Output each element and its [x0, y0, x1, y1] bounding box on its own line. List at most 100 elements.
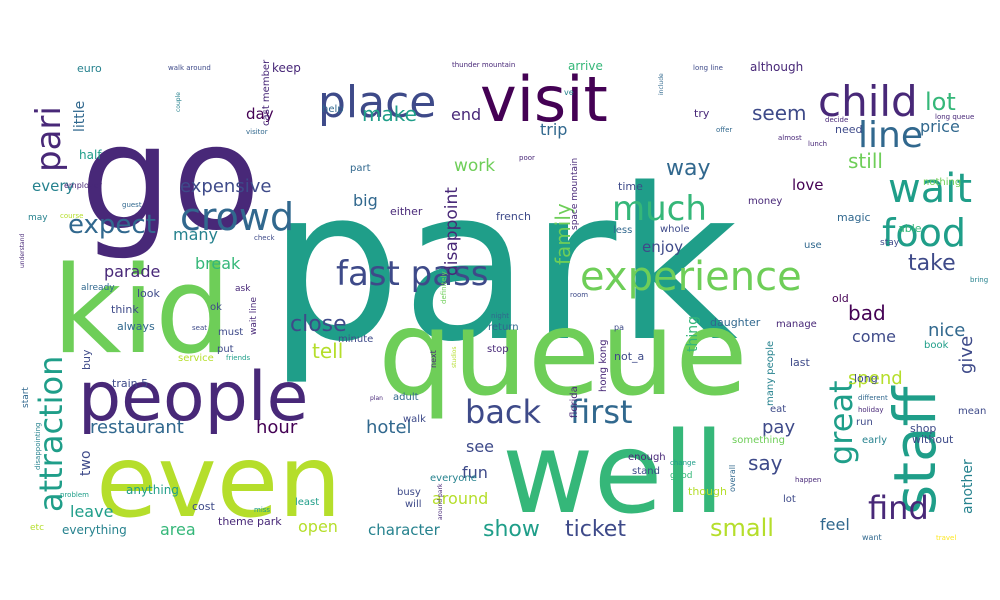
word-work: work [454, 156, 495, 176]
word-not-a: not_a [614, 350, 644, 363]
word-half: half [79, 148, 102, 162]
word-nothing: nothing [923, 177, 961, 188]
word-whole: whole [660, 224, 690, 235]
word-queue: queue [378, 284, 748, 422]
word-must: must [218, 327, 243, 338]
word-price: price [920, 117, 960, 136]
word-need: need [835, 123, 863, 136]
word-bad: bad [848, 301, 886, 325]
word-end: end [451, 105, 481, 124]
word-take: take [908, 251, 956, 276]
word-open: open [298, 517, 338, 536]
word-child: child [818, 77, 918, 126]
word-still: still [848, 149, 883, 173]
word-last: last [790, 356, 811, 369]
word-course: course [60, 212, 83, 220]
word-try: try [694, 107, 710, 120]
word-mean: mean [958, 406, 986, 417]
word-something: something [732, 435, 785, 446]
word-time: time [618, 180, 643, 193]
word-next: next [429, 350, 438, 368]
word-trip: trip [540, 120, 567, 139]
word-anything: anything [126, 483, 179, 497]
word-cost: cost [192, 500, 216, 513]
word-pa: pa [614, 323, 624, 332]
word-stand: stand [632, 466, 660, 477]
word-service: service [178, 353, 214, 364]
word-etc: etc [30, 523, 44, 533]
word-pari: pari [29, 106, 69, 172]
word-keep: keep [272, 61, 301, 75]
word-definitely: definitely [440, 271, 448, 304]
word-break: break [195, 254, 241, 273]
word-will: will [405, 499, 422, 510]
word-train-5: train 5 [112, 377, 148, 390]
word-enjoy: enjoy [642, 238, 683, 256]
word-lot: lot [783, 494, 796, 505]
word-old: old [832, 292, 849, 305]
word-people: people [78, 358, 309, 437]
word-happen: happen [795, 476, 821, 484]
word-enough: enough [628, 452, 666, 463]
word-buy: buy [80, 349, 93, 370]
word-experience: experience [580, 254, 802, 300]
word-miss: miss [254, 506, 270, 514]
word-think: think [111, 303, 139, 316]
word-florida: florida [569, 386, 580, 418]
word-food: food [882, 211, 966, 255]
word-stop: stop [487, 344, 509, 355]
word-early: early [862, 435, 887, 446]
word-leave: leave [70, 502, 113, 521]
word-already: already [81, 283, 115, 293]
word-hotel: hotel [366, 417, 412, 438]
word-night: night [491, 312, 509, 320]
word-space-mountain: space mountain [570, 158, 580, 230]
word-small: small [710, 514, 774, 542]
word-well: well [502, 409, 725, 539]
word-may: may [28, 213, 48, 223]
word-around: around [432, 489, 488, 508]
word-come: come [852, 327, 896, 346]
word-check: check [254, 234, 275, 242]
word-much: much [612, 189, 707, 229]
word-park: park [268, 143, 738, 388]
word-eat: eat [770, 404, 786, 415]
word-lot: lot [925, 88, 956, 116]
word-staff: staff [881, 384, 949, 515]
word-guest: guest [122, 201, 142, 209]
word-ok: ok [210, 302, 222, 313]
word-disappointing: disappointing [34, 423, 42, 470]
word-nice: nice [928, 320, 965, 341]
word-ve: ve [564, 88, 574, 97]
word-show: show [483, 517, 540, 542]
word-find: find [868, 489, 929, 527]
word-many-people: many people [765, 341, 776, 406]
word-way: way [666, 156, 711, 181]
word-great: great [822, 380, 860, 465]
word-love: love [792, 176, 823, 194]
word-day: day [246, 105, 274, 123]
word-return: return [488, 322, 519, 333]
word-line: line [858, 115, 923, 156]
word-french: french [496, 210, 531, 223]
word-friends: friends [226, 354, 250, 362]
word-change: change [670, 459, 696, 467]
word-run: run [856, 417, 873, 428]
word-ticket: ticket [565, 517, 626, 542]
word-visit: visit [480, 63, 608, 136]
word-everything: everything [62, 523, 127, 537]
word-book: book [924, 340, 949, 351]
word-give: give [956, 336, 977, 374]
word-always: always [117, 320, 155, 333]
word-holiday: holiday [858, 406, 883, 414]
word-theme-park: theme park [218, 515, 282, 528]
word-visitor: visitor [246, 128, 268, 136]
word-many: many [173, 225, 218, 244]
word-start: start [21, 387, 31, 408]
word-manage: manage [776, 319, 817, 330]
word-attraction: attraction [32, 356, 70, 512]
word-put: put [217, 344, 234, 355]
word-area: area [160, 520, 196, 539]
word-go: go [80, 94, 261, 263]
